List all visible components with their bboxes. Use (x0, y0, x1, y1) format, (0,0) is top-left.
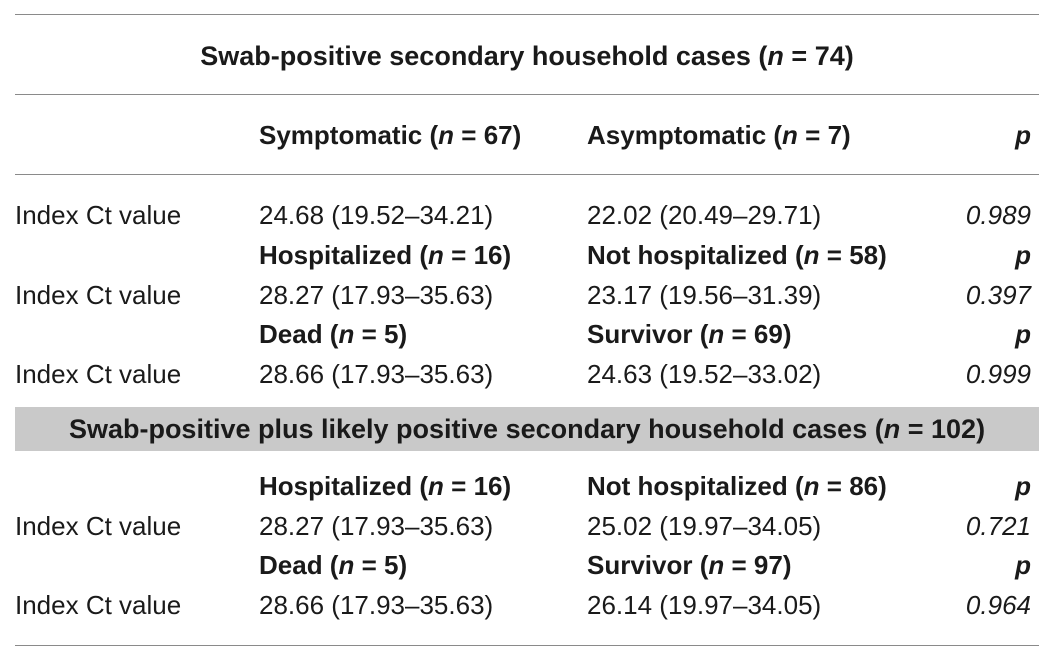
header-survivor: Survivor (n = 97) (587, 550, 792, 580)
cell-value: 28.66 (17.93–35.63) (259, 590, 494, 620)
header-dead: Dead (n = 5) (259, 550, 408, 580)
section1-sub2-header: Dead (n = 5) Survivor (n = 69) p (0, 315, 1055, 353)
section2-title: Swab-positive plus likely positive secon… (68, 414, 986, 444)
row-label: Index Ct value (15, 280, 182, 310)
header-not-hospitalized: Not hospitalized (n = 86) (587, 471, 887, 501)
row-label: Index Ct value (15, 590, 182, 620)
cell-value: 25.02 (19.97–34.05) (587, 511, 822, 541)
header-p: p (1015, 120, 1031, 150)
cell-value: 28.27 (17.93–35.63) (259, 511, 494, 541)
header-p: p (1015, 240, 1031, 270)
header-p: p (1015, 319, 1031, 349)
header-hospitalized: Hospitalized (n = 16) (259, 240, 512, 270)
table-row: Index Ct value 28.27 (17.93–35.63) 23.17… (0, 276, 1055, 314)
section1-title: Swab-positive secondary household cases … (200, 41, 854, 71)
section2-sub1-header: Hospitalized (n = 16) Not hospitalized (… (0, 467, 1055, 505)
p-value: 0.999 (965, 359, 1031, 389)
bottom-rule (15, 645, 1039, 646)
top-rule (15, 14, 1039, 15)
cell-value: 23.17 (19.56–31.39) (587, 280, 822, 310)
cell-value: 24.63 (19.52–33.02) (587, 359, 822, 389)
header-p: p (1015, 471, 1031, 501)
header-hospitalized: Hospitalized (n = 16) (259, 471, 512, 501)
header-not-hospitalized: Not hospitalized (n = 58) (587, 240, 887, 270)
header-p: p (1015, 550, 1031, 580)
cell-value: 22.02 (20.49–29.71) (587, 200, 822, 230)
header-asymptomatic: Asymptomatic (n = 7) (587, 120, 851, 150)
section1-title-rule (15, 94, 1039, 95)
section2-band (15, 407, 1039, 451)
row-label: Index Ct value (15, 359, 182, 389)
cell-value: 26.14 (19.97–34.05) (587, 590, 822, 620)
p-value: 0.989 (965, 200, 1031, 230)
cell-value: 28.66 (17.93–35.63) (259, 359, 494, 389)
cell-value: 24.68 (19.52–34.21) (259, 200, 494, 230)
section1-header-rule (15, 174, 1039, 175)
header-dead: Dead (n = 5) (259, 319, 408, 349)
section2-sub2-header: Dead (n = 5) Survivor (n = 97) p (0, 546, 1055, 584)
table-row: Index Ct value 24.68 (19.52–34.21) 22.02… (0, 196, 1055, 234)
table-row: Index Ct value 28.66 (17.93–35.63) 24.63… (0, 355, 1055, 393)
section1-sub1-header: Hospitalized (n = 16) Not hospitalized (… (0, 236, 1055, 274)
cell-value: 28.27 (17.93–35.63) (259, 280, 494, 310)
header-symptomatic: Symptomatic (n = 67) (259, 120, 522, 150)
header-survivor: Survivor (n = 69) (587, 319, 792, 349)
table-row: Index Ct value 28.27 (17.93–35.63) 25.02… (0, 507, 1055, 545)
p-value: 0.964 (965, 590, 1031, 620)
table-row: Index Ct value 28.66 (17.93–35.63) 26.14… (0, 586, 1055, 624)
p-value: 0.397 (965, 280, 1031, 310)
section1-header-row: Symptomatic (n = 67) Asymptomatic (n = 7… (0, 116, 1055, 154)
row-label: Index Ct value (15, 200, 182, 230)
p-value: 0.721 (965, 511, 1031, 541)
row-label: Index Ct value (15, 511, 182, 541)
